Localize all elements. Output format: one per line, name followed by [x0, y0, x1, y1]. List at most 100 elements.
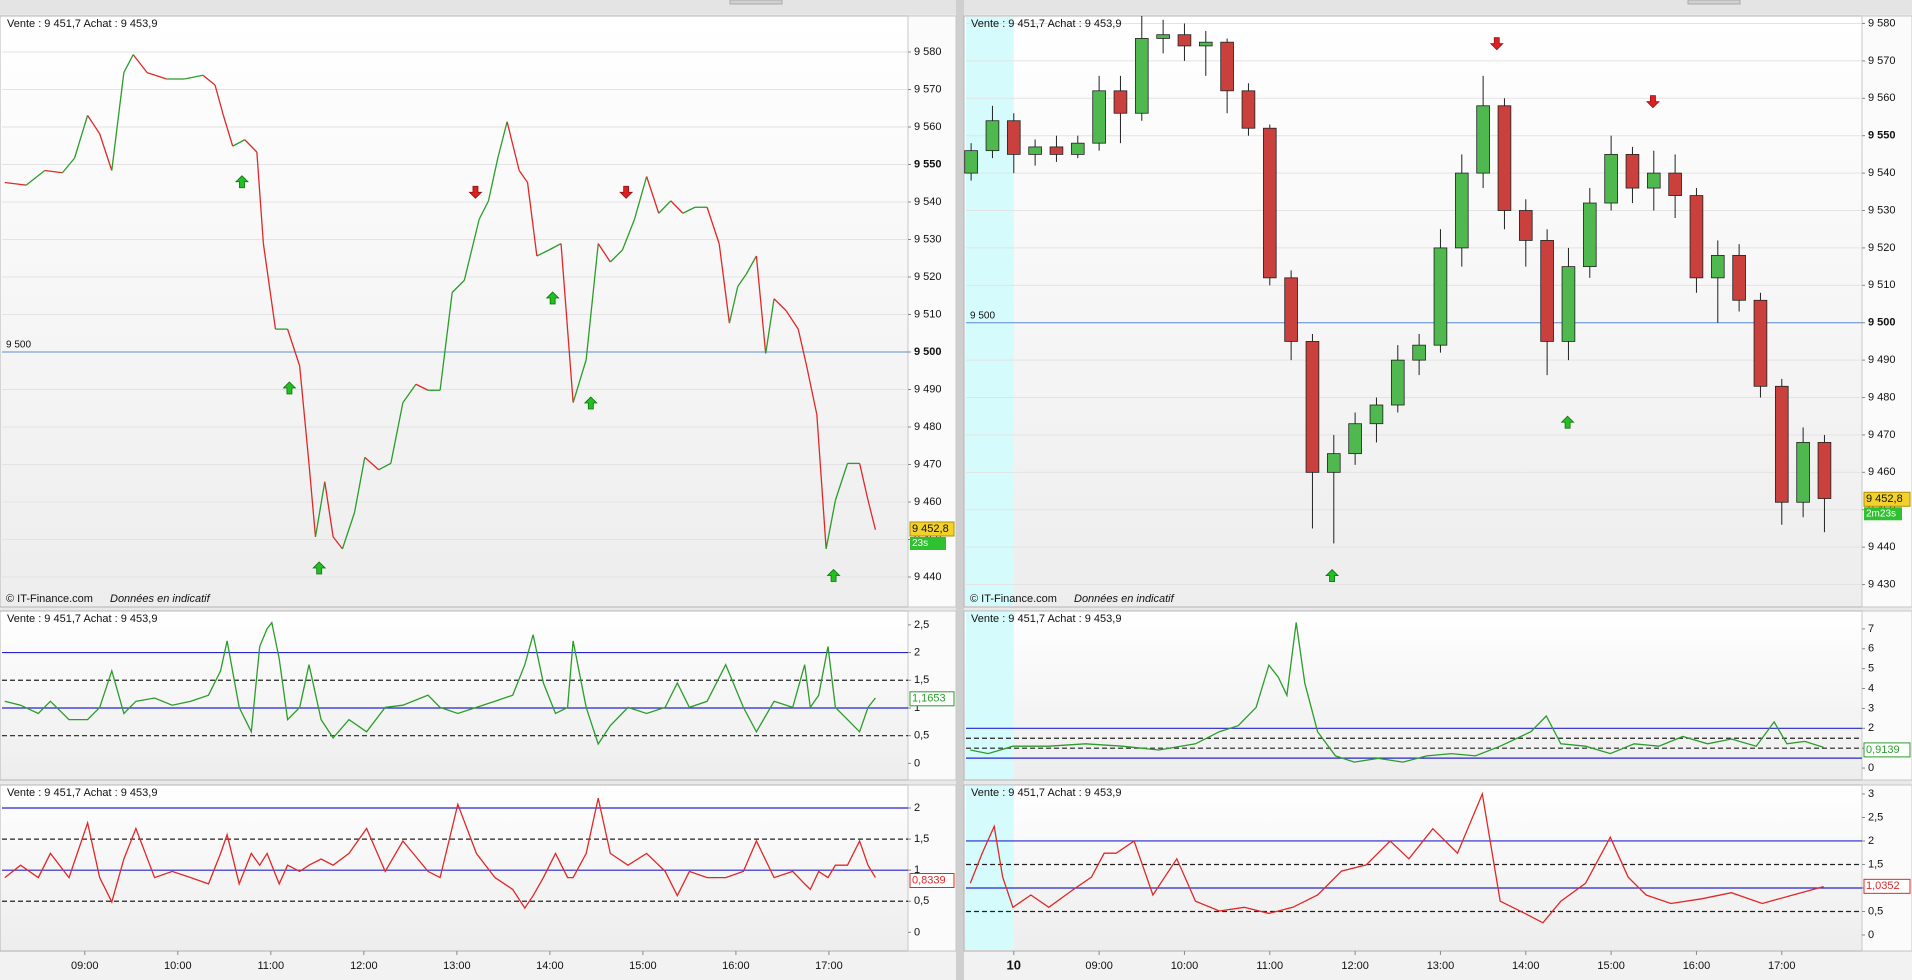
tab[interactable]	[729, 0, 783, 5]
candle-body	[1476, 105, 1490, 174]
last-price: 9 452,8	[1866, 493, 1903, 505]
price-segment	[222, 115, 234, 147]
y-tick-label: 2	[914, 646, 920, 658]
price-segment	[61, 157, 76, 174]
y-tick-label: 5	[1868, 663, 1874, 675]
price-segment	[785, 310, 799, 330]
panel-header: Vente : 9 451,7 Achat : 9 453,9	[7, 787, 157, 799]
price-segment	[682, 206, 696, 214]
price-segment	[402, 383, 417, 404]
price-segment	[745, 255, 757, 275]
reference-label: 9 500	[970, 310, 995, 321]
price-segment	[308, 463, 317, 537]
price-segment	[4, 181, 27, 186]
y-tick-label: 9 500	[914, 346, 942, 358]
panel	[0, 15, 909, 608]
y-tick-label: 3	[1868, 788, 1874, 800]
candle-body	[1412, 344, 1426, 361]
indicator-line	[4, 621, 876, 746]
y-tick-label: 9 570	[914, 83, 942, 95]
y-tick-label: 9 480	[1868, 391, 1896, 403]
y-tick-label: 0,5	[914, 730, 929, 742]
candle-body	[1156, 34, 1170, 39]
candle-body	[1305, 341, 1320, 473]
tab[interactable]	[1687, 0, 1741, 5]
source: © IT-Finance.com	[6, 593, 93, 605]
price-segment	[364, 456, 380, 471]
y-tick-label: 0,5	[1868, 905, 1883, 917]
y-tick-label: 9 500	[1868, 317, 1896, 329]
price-segment	[44, 169, 63, 174]
price-segment	[621, 219, 636, 251]
y-tick-label: 1	[914, 864, 920, 876]
y-tick-label: 9 540	[1868, 167, 1896, 179]
y-tick-label: 6	[1868, 643, 1874, 655]
x-tick-label: 09:00	[71, 960, 99, 972]
candle-body	[985, 120, 1000, 152]
y-tick-label: 9 570	[1868, 55, 1896, 67]
price-segment	[658, 200, 672, 214]
candle-body	[1113, 90, 1128, 114]
price-segment	[451, 279, 465, 293]
y-tick-label: 9 490	[1868, 354, 1896, 366]
y-tick-label: 9 560	[914, 121, 942, 133]
y-tick-label: 0	[1868, 762, 1874, 774]
timer: 2m23s	[1866, 508, 1896, 519]
x-tick-label: 17:00	[1768, 960, 1796, 972]
candle-body	[1006, 120, 1021, 155]
y-tick-label: 9 470	[914, 458, 942, 470]
price-segment	[737, 274, 747, 287]
candle-body	[1433, 247, 1448, 346]
candle-body	[964, 150, 978, 174]
price-segment	[718, 243, 731, 324]
price-segment	[609, 249, 623, 263]
panel-header: Vente : 9 451,7 Achat : 9 453,9	[971, 613, 1121, 625]
price-segment	[99, 133, 113, 171]
last-value: 0,8339	[912, 874, 946, 886]
price-segment	[572, 359, 587, 403]
y-tick-label: 9 510	[914, 308, 942, 320]
price-segment	[867, 499, 877, 530]
y-tick-label: 9 530	[914, 233, 942, 245]
y-tick-label: 3	[1868, 702, 1874, 714]
panel-header: Vente : 9 451,7 Achat : 9 453,9	[971, 18, 1121, 30]
y-tick-label: 9 440	[914, 571, 942, 583]
candle-body	[1561, 266, 1576, 342]
signal-arrow	[312, 561, 327, 575]
y-tick-label: 9 460	[1868, 466, 1896, 478]
x-tick-label: 13:00	[1427, 960, 1455, 972]
signal-arrow	[282, 381, 297, 395]
panel-header: Vente : 9 451,7 Achat : 9 453,9	[7, 613, 157, 625]
price-segment	[244, 139, 258, 153]
x-tick-label: 11:00	[1256, 960, 1283, 972]
price-segment	[526, 182, 538, 257]
panel	[963, 610, 1863, 781]
candle-body	[1220, 41, 1234, 92]
candle-body	[1774, 385, 1789, 503]
y-tick-label: 1,5	[1868, 858, 1883, 870]
y-tick-label: 9 560	[1868, 92, 1896, 104]
x-tick-label: 16:00	[1683, 960, 1711, 972]
price-segment	[111, 72, 125, 171]
candle-body	[1710, 254, 1725, 279]
x-tick-label: 12:00	[350, 960, 378, 972]
price-segment	[536, 249, 550, 257]
y-tick-label: 2	[914, 802, 920, 814]
disclaimer: Données en indicatif	[1074, 593, 1175, 605]
price-segment	[858, 463, 869, 501]
price-segment	[825, 500, 837, 549]
splitter[interactable]	[956, 0, 964, 980]
y-tick-label: 9 480	[914, 421, 942, 433]
signal-arrow	[1560, 415, 1575, 429]
price-segment	[341, 512, 356, 550]
y-tick-label: 1	[914, 702, 920, 714]
candle-body	[1070, 142, 1085, 155]
panel	[0, 784, 909, 952]
timer: 23s	[912, 538, 928, 549]
y-tick-label: 9 580	[1868, 17, 1896, 29]
y-tick-label: 0	[914, 757, 920, 769]
candle-body	[1348, 423, 1362, 455]
price-segment	[706, 207, 720, 244]
signal-arrow	[1645, 95, 1660, 109]
signal-arrow	[583, 396, 598, 410]
